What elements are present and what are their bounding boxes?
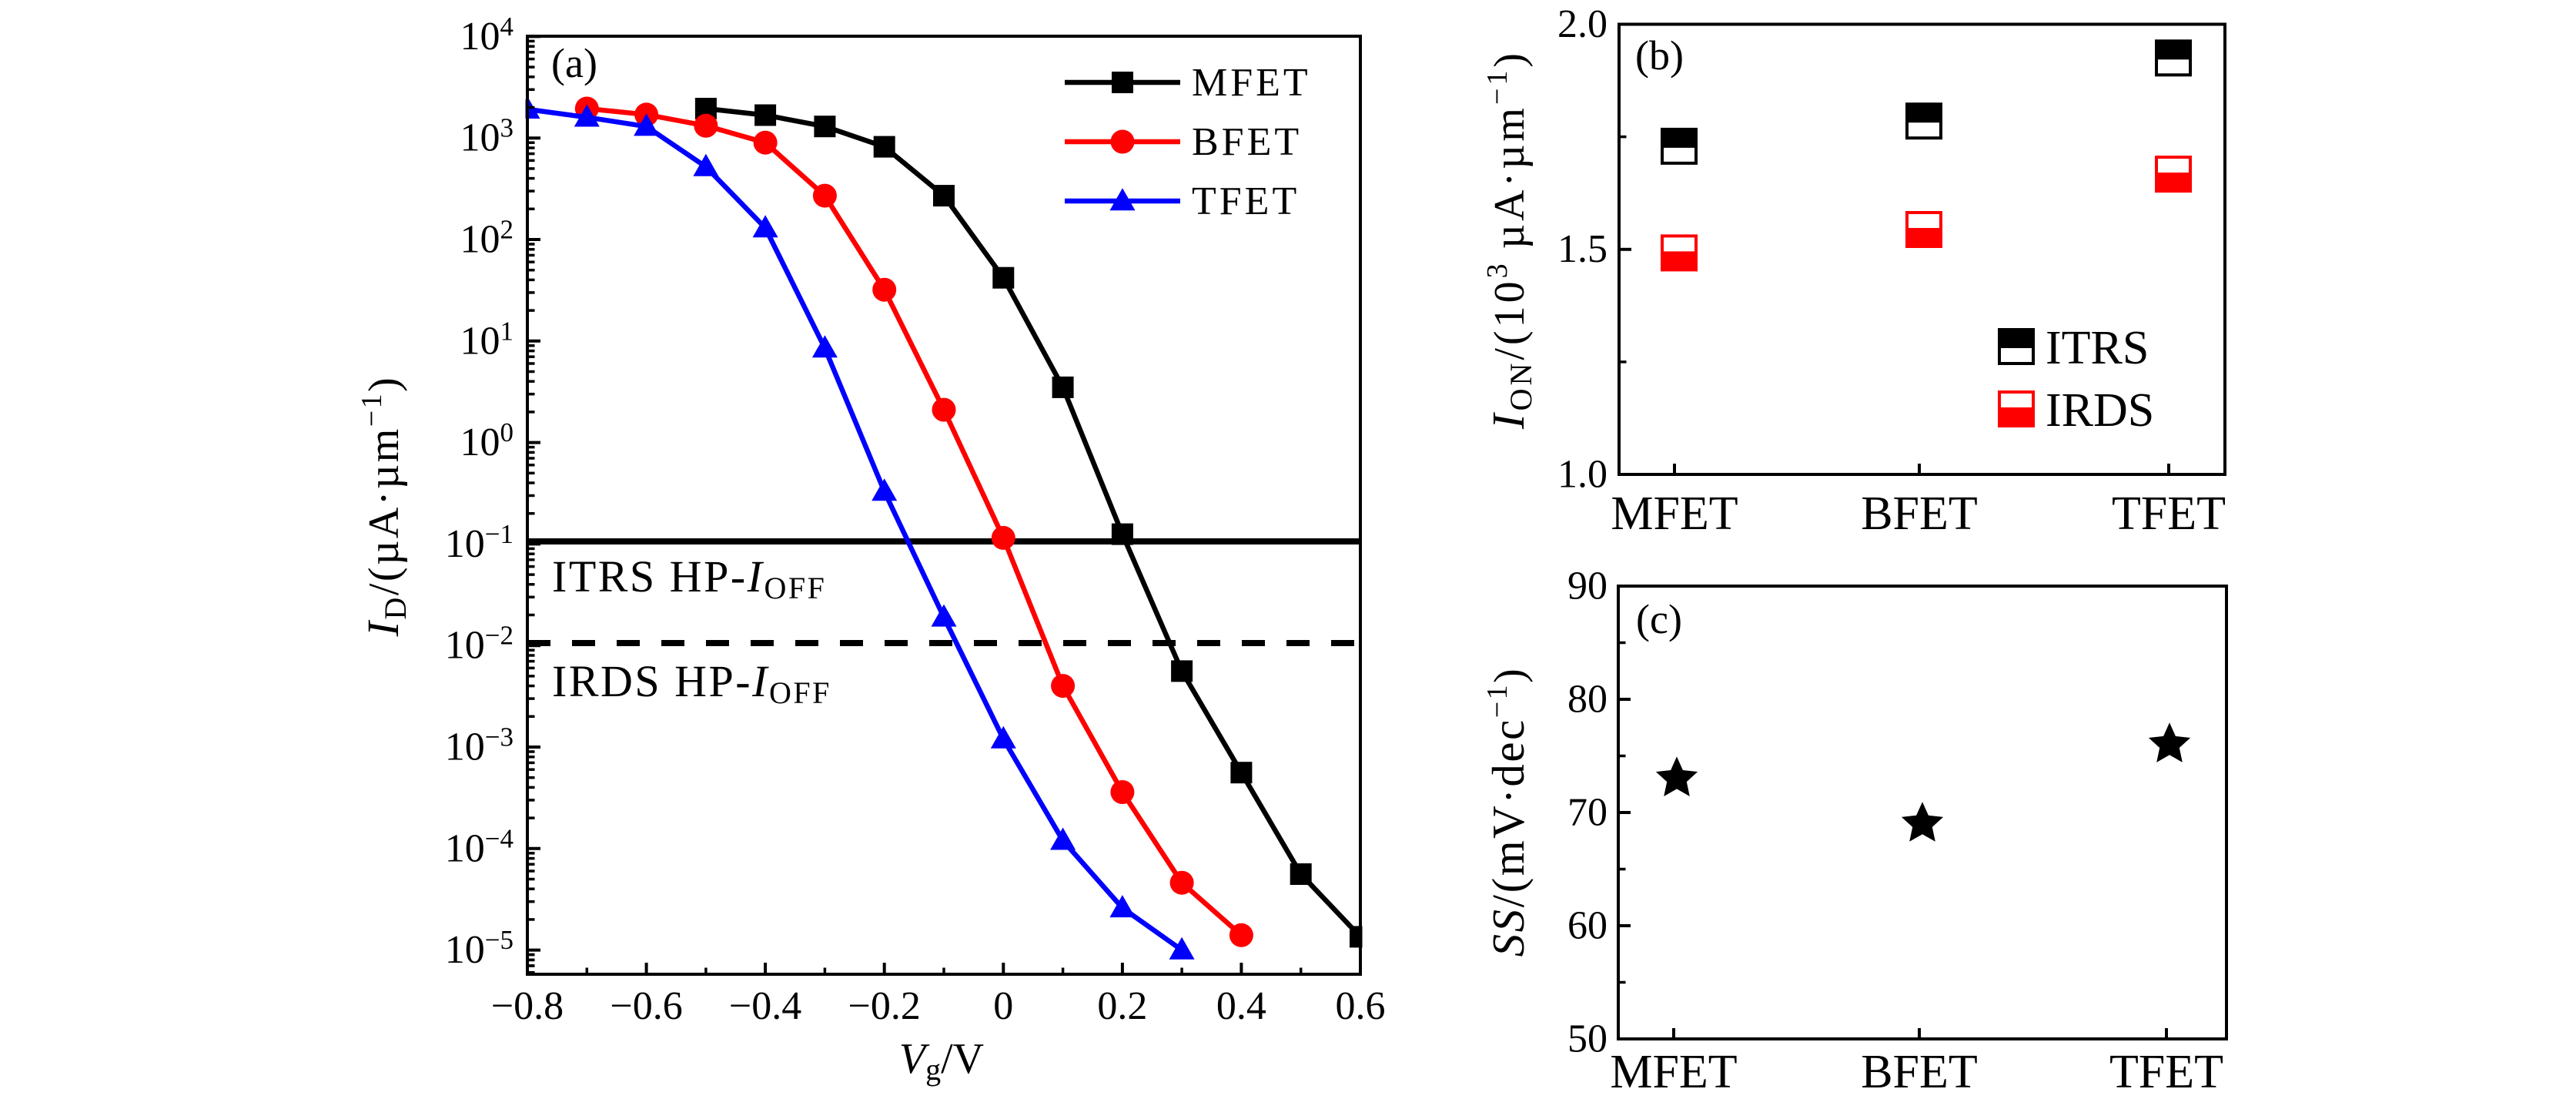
svg-text:0: 0 <box>993 984 1013 1028</box>
svg-text:(c): (c) <box>1636 596 1682 642</box>
svg-text:−0.8: −0.8 <box>491 984 564 1028</box>
svg-text:(b): (b) <box>1635 32 1684 79</box>
svg-text:101: 101 <box>460 316 514 363</box>
svg-text:TFET: TFET <box>2109 1046 2223 1098</box>
svg-text:0.2: 0.2 <box>1097 984 1147 1028</box>
svg-text:70: 70 <box>1567 791 1607 835</box>
svg-text:2.0: 2.0 <box>1557 2 1607 46</box>
svg-text:ID/(µA·µm−1): ID/(µA·µm−1) <box>356 376 413 638</box>
svg-text:1.5: 1.5 <box>1557 227 1607 271</box>
svg-text:ION/(103 µA·µm−1): ION/(103 µA·µm−1) <box>1481 50 1538 430</box>
svg-text:−0.2: −0.2 <box>848 984 921 1028</box>
svg-text:0.4: 0.4 <box>1216 984 1266 1028</box>
svg-text:ITRS: ITRS <box>2046 322 2149 374</box>
svg-text:BFET: BFET <box>1861 1046 1978 1098</box>
svg-text:ITRS HP-IOFF: ITRS HP-IOFF <box>552 551 826 605</box>
svg-text:104: 104 <box>460 12 514 59</box>
svg-text:10−3: 10−3 <box>445 722 514 769</box>
svg-text:80: 80 <box>1567 678 1607 722</box>
svg-text:BFET: BFET <box>1192 120 1302 164</box>
svg-text:102: 102 <box>460 215 514 262</box>
svg-text:MFET: MFET <box>1192 61 1311 105</box>
svg-text:BFET: BFET <box>1861 488 1978 540</box>
svg-text:−0.6: −0.6 <box>610 984 682 1028</box>
svg-text:Vg/V: Vg/V <box>899 1035 984 1087</box>
svg-text:MFET: MFET <box>1611 488 1738 540</box>
svg-text:−0.4: −0.4 <box>729 984 801 1028</box>
svg-text:IRDS: IRDS <box>2046 384 2154 437</box>
svg-text:90: 90 <box>1567 565 1607 608</box>
svg-text:TFET: TFET <box>1192 179 1300 223</box>
svg-text:SS/(mV·dec−1): SS/(mV·dec−1) <box>1481 667 1534 957</box>
svg-text:50: 50 <box>1567 1017 1607 1061</box>
svg-text:0.6: 0.6 <box>1336 984 1386 1028</box>
svg-text:MFET: MFET <box>1610 1046 1737 1098</box>
svg-text:1.0: 1.0 <box>1557 453 1607 497</box>
svg-text:(a): (a) <box>551 40 597 86</box>
svg-text:TFET: TFET <box>2112 488 2226 540</box>
svg-text:60: 60 <box>1567 904 1607 948</box>
